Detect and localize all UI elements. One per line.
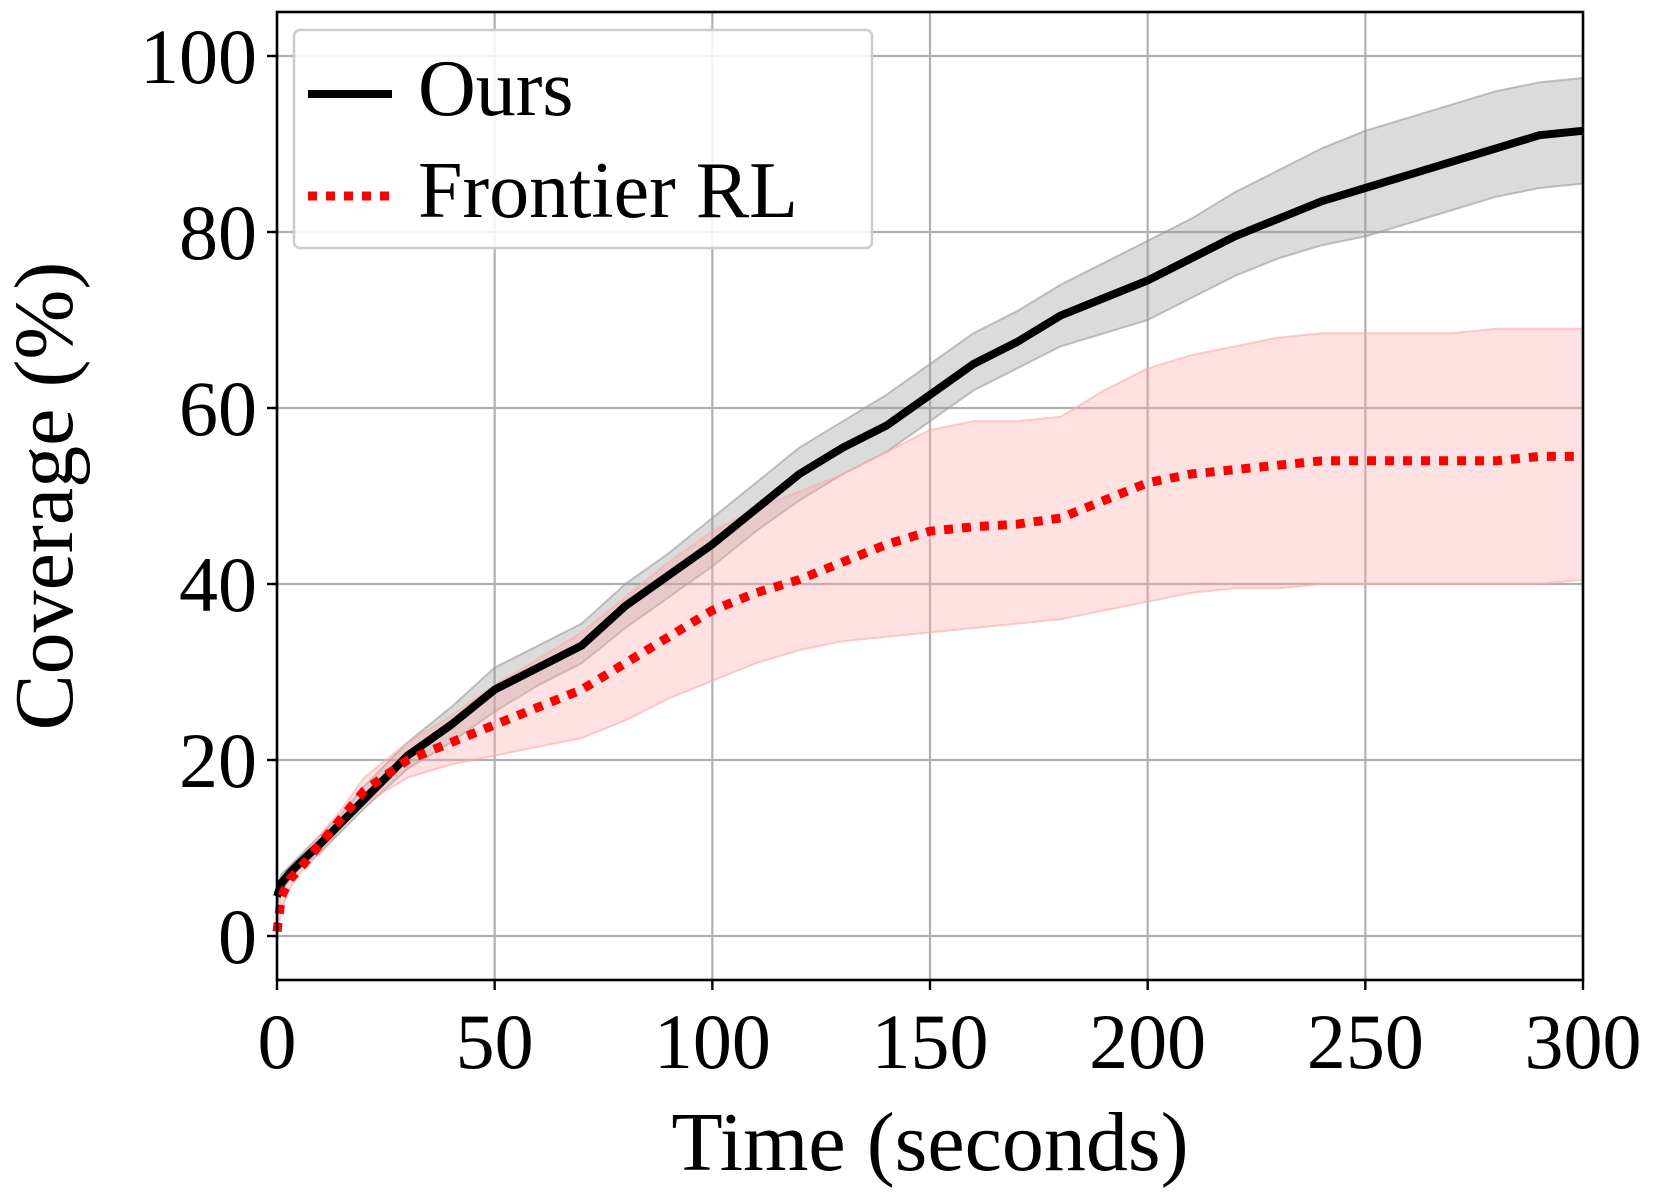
legend-label-frontier-rl: Frontier RL: [418, 147, 798, 235]
x-axis-title: Time (seconds): [671, 1096, 1188, 1189]
x-tick-label: 0: [258, 998, 297, 1085]
x-tick-label: 100: [654, 998, 771, 1085]
x-tick-labels: 0 50 100 150 200 250 300: [258, 998, 1642, 1085]
legend-box: [292, 28, 874, 250]
y-tick-label: 100: [140, 13, 257, 100]
x-tick-label: 300: [1525, 998, 1642, 1085]
ours-line: [273, 126, 1584, 898]
x-tick-label: 50: [456, 998, 534, 1085]
y-tick-label: 0: [218, 893, 257, 980]
y-tick-label: 20: [179, 717, 257, 804]
y-axis-title: Coverage (%): [0, 262, 91, 731]
x-tick-label: 200: [1089, 998, 1206, 1085]
y-tick-label: 40: [179, 541, 257, 628]
frontier-rl-line: [272, 451, 1583, 933]
series-lines: [272, 126, 1584, 933]
x-tick-label: 150: [872, 998, 989, 1085]
tick-marks: [267, 54, 1585, 990]
x-tick-label: 250: [1307, 998, 1424, 1085]
y-tick-labels: 0 20 40 60 80 100: [140, 13, 257, 980]
legend: Ours Frontier RL: [292, 28, 874, 250]
legend-label-ours: Ours: [418, 45, 574, 133]
y-tick-label: 80: [179, 189, 257, 276]
y-tick-label: 60: [179, 365, 257, 452]
